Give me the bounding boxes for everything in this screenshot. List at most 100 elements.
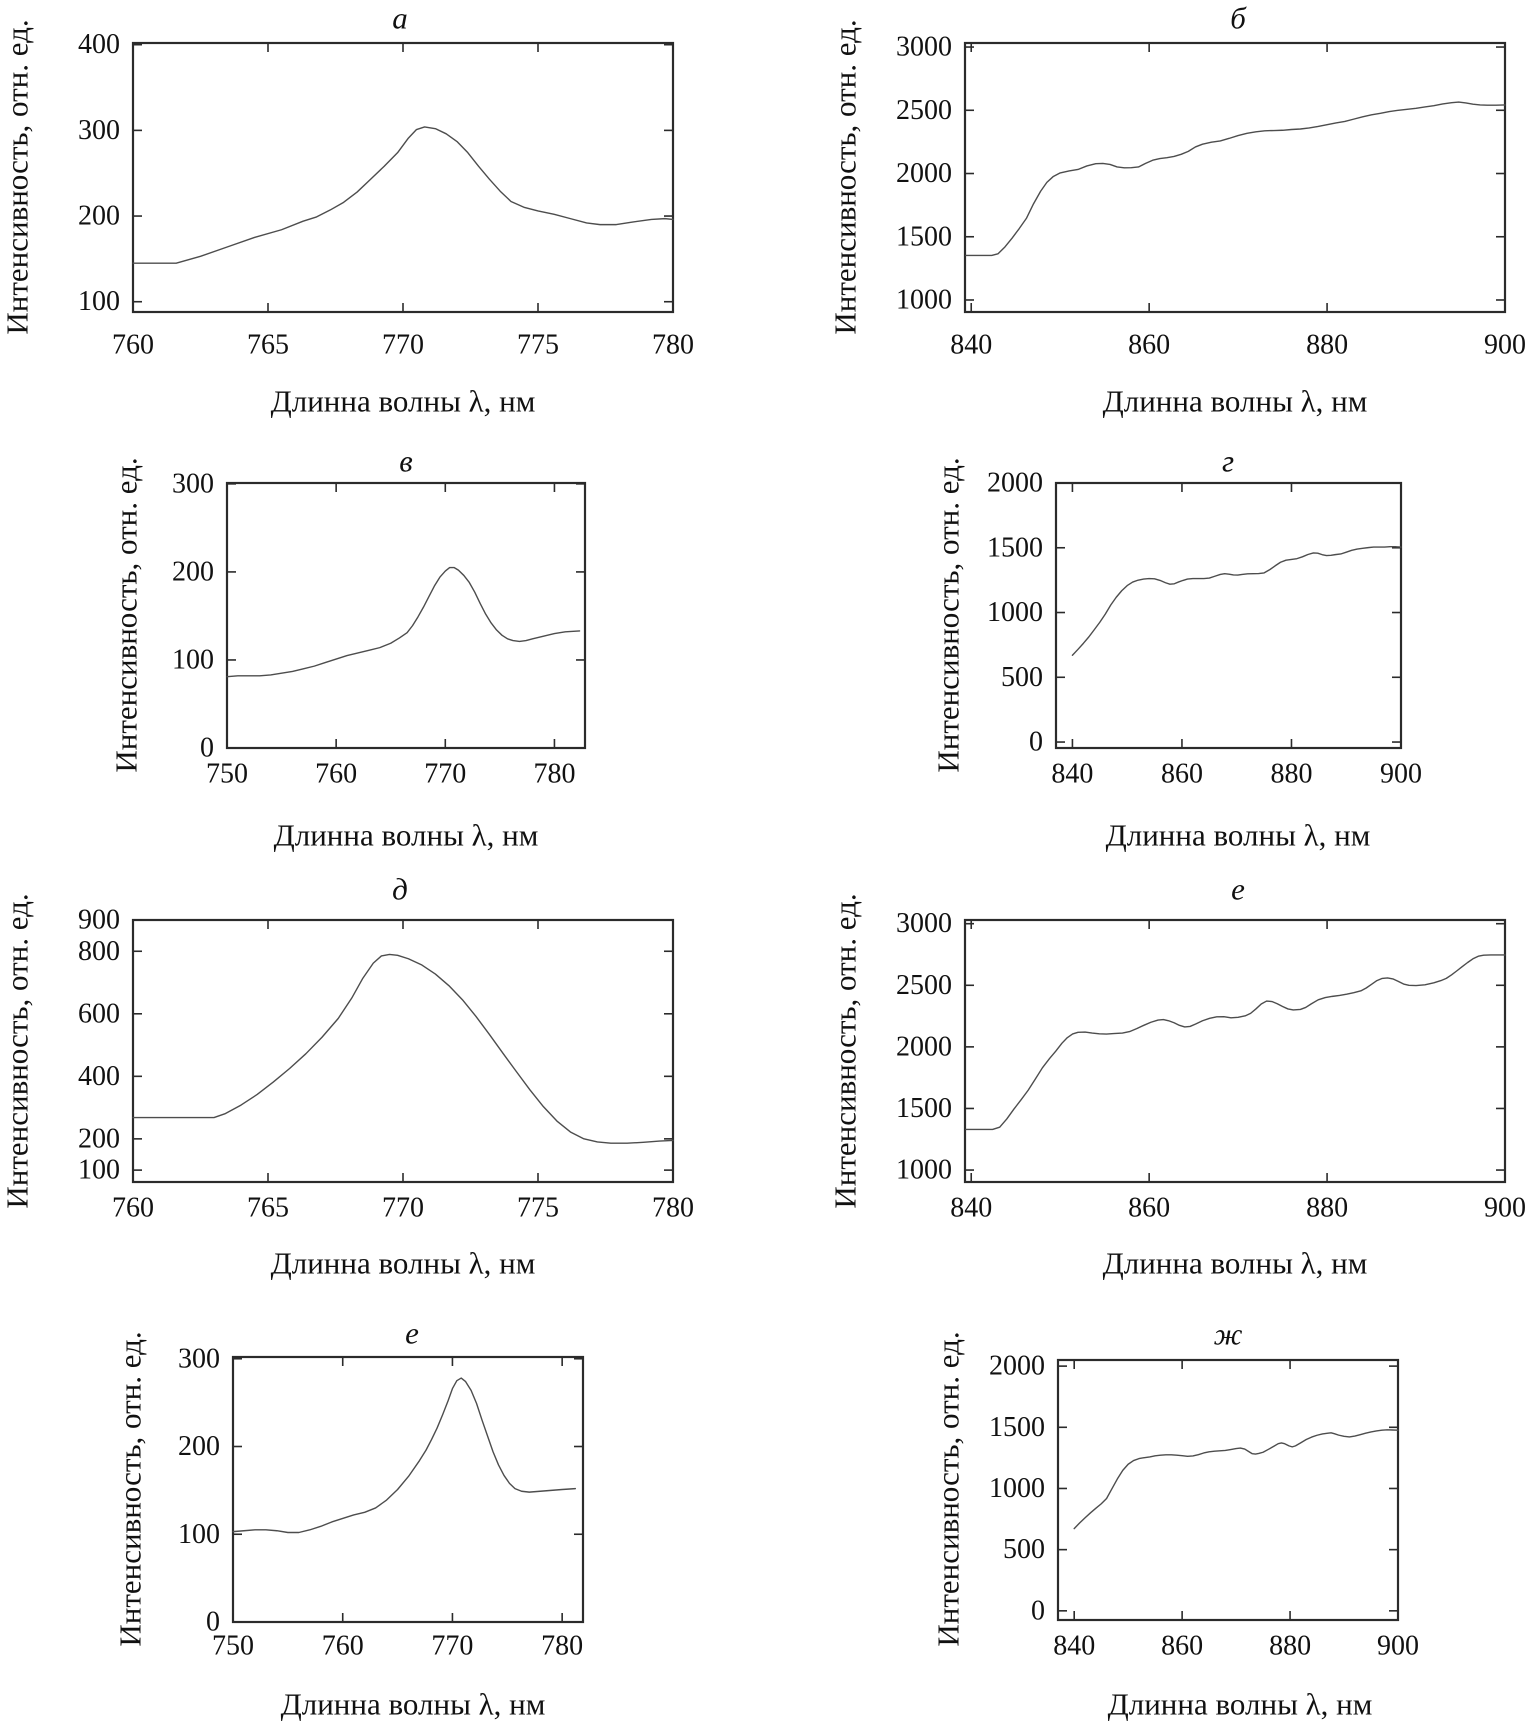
x-tick-label: 760 [112,330,154,361]
y-tick-label: 500 [1003,1534,1045,1565]
x-axis-label: Длинна волны λ, нм [1106,818,1371,853]
x-tick-label: 860 [1128,1193,1170,1224]
data-series-line [1071,546,1402,656]
y-axis-label: Интенсивность, отн. ед. [931,1331,966,1646]
x-tick-label: 775 [517,1193,559,1224]
data-series-line [965,101,1506,257]
x-tick-label: 840 [950,330,992,361]
y-tick-label: 2000 [987,468,1043,499]
chart-title: а [392,1,408,36]
x-tick-label: 840 [1051,759,1093,790]
x-tick-label: 775 [517,330,559,361]
y-tick-label: 900 [78,905,120,936]
chart-title: е [405,1316,419,1351]
data-series-line [226,566,581,678]
y-tick-label: 2000 [896,1031,952,1062]
x-axis-label: Длинна волны λ, нм [281,1687,546,1722]
y-tick-label: 1000 [896,284,952,315]
y-axis-label: Интенсивность, отн. ед. [828,893,863,1208]
x-tick-label: 860 [1161,1631,1203,1662]
y-tick-label: 0 [1031,1595,1045,1626]
y-tick-label: 1500 [987,532,1043,563]
data-series-line [132,126,674,264]
y-tick-label: 2000 [896,158,952,189]
plot-frame [963,41,1507,314]
y-axis-label: Интенсивность, отн. ед. [0,19,35,334]
x-tick-label: 780 [652,1193,694,1224]
chart-e1: 840 860 880 900 1000 1500 2000 2500 3000 е Длинна … [828,872,1527,1281]
x-tick-label: 900 [1377,1631,1419,1662]
plot-frame [963,918,1507,1184]
y-tick-label: 0 [200,733,214,764]
x-tick-label: 760 [315,759,357,790]
y-tick-label: 200 [78,201,120,232]
plot-frame [131,918,675,1184]
x-tick-label: 880 [1270,759,1312,790]
y-tick-label: 2500 [896,970,952,1001]
y-tick-label: 1000 [987,597,1043,628]
y-tick-label: 300 [78,115,120,146]
y-tick-label: 400 [78,29,120,60]
y-tick-label: 0 [206,1607,220,1638]
data-series-line [965,954,1506,1131]
x-tick-label: 860 [1161,759,1203,790]
y-tick-label: 2000 [989,1351,1045,1382]
x-tick-label: 750 [212,1631,254,1662]
y-tick-label: 200 [178,1431,220,1462]
x-axis-label: Длинна волны λ, нм [271,1246,536,1281]
x-tick-label: 840 [1053,1631,1095,1662]
y-tick-label: 100 [178,1519,220,1550]
chart-zh: 840 860 880 900 0 500 1000 1500 2000 ж Длинна волн… [931,1317,1420,1722]
x-tick-label: 840 [950,1193,992,1224]
chart-title: б [1230,1,1247,36]
y-tick-label: 500 [1001,662,1043,693]
x-axis-label: Длинна волны λ, нм [271,384,536,419]
y-tick-label: 100 [78,1155,120,1186]
x-tick-label: 900 [1484,1193,1526,1224]
y-tick-label: 800 [78,936,120,967]
chart-a: 760 765 770 775 780 100 200 300 400 а Длинна волны… [0,1,694,419]
x-tick-label: 770 [431,1631,473,1662]
data-series-line [232,1377,577,1534]
x-tick-label: 765 [247,330,289,361]
x-axis-label: Длинна волны λ, нм [1108,1687,1373,1722]
chart-e2: 750 760 770 780 0 100 200 300 е Длинна волны λ, н… [113,1316,585,1722]
y-tick-label: 2500 [896,95,952,126]
plot-frame [131,41,675,314]
x-tick-label: 760 [112,1193,154,1224]
chart-b: 840 860 880 900 1000 1500 2000 2500 3000 б Длинна … [828,1,1527,419]
y-tick-label: 300 [172,468,214,499]
x-tick-label: 760 [322,1631,364,1662]
x-tick-label: 900 [1380,759,1422,790]
x-tick-label: 765 [247,1193,289,1224]
y-axis-label: Интенсивность, отн. ед. [109,457,144,772]
y-axis-label: Интенсивность, отн. ед. [931,457,966,772]
y-axis-label: Интенсивность, отн. ед. [0,893,35,1208]
x-tick-label: 880 [1306,1193,1348,1224]
x-tick-label: 880 [1269,1631,1311,1662]
x-axis-label: Длинна волны λ, нм [1103,384,1368,419]
data-series-line [1073,1429,1399,1530]
plot-frame [231,1355,585,1624]
plot-frame [1056,1358,1400,1622]
x-tick-label: 770 [424,759,466,790]
x-axis-label: Длинна волны λ, нм [1103,1246,1368,1281]
y-tick-label: 0 [1029,727,1043,758]
plot-frame [1054,481,1403,750]
y-axis-label: Интенсивность, отн. ед. [113,1331,148,1646]
x-tick-label: 780 [652,330,694,361]
y-tick-label: 1500 [896,1093,952,1124]
y-tick-label: 600 [78,998,120,1029]
x-tick-label: 770 [382,1193,424,1224]
data-series-line [132,953,674,1144]
y-tick-label: 3000 [896,32,952,63]
y-tick-label: 200 [172,556,214,587]
x-tick-label: 860 [1128,330,1170,361]
x-tick-label: 780 [533,759,575,790]
chart-title: г [1222,444,1234,479]
x-tick-label: 880 [1306,330,1348,361]
y-tick-label: 200 [78,1123,120,1154]
